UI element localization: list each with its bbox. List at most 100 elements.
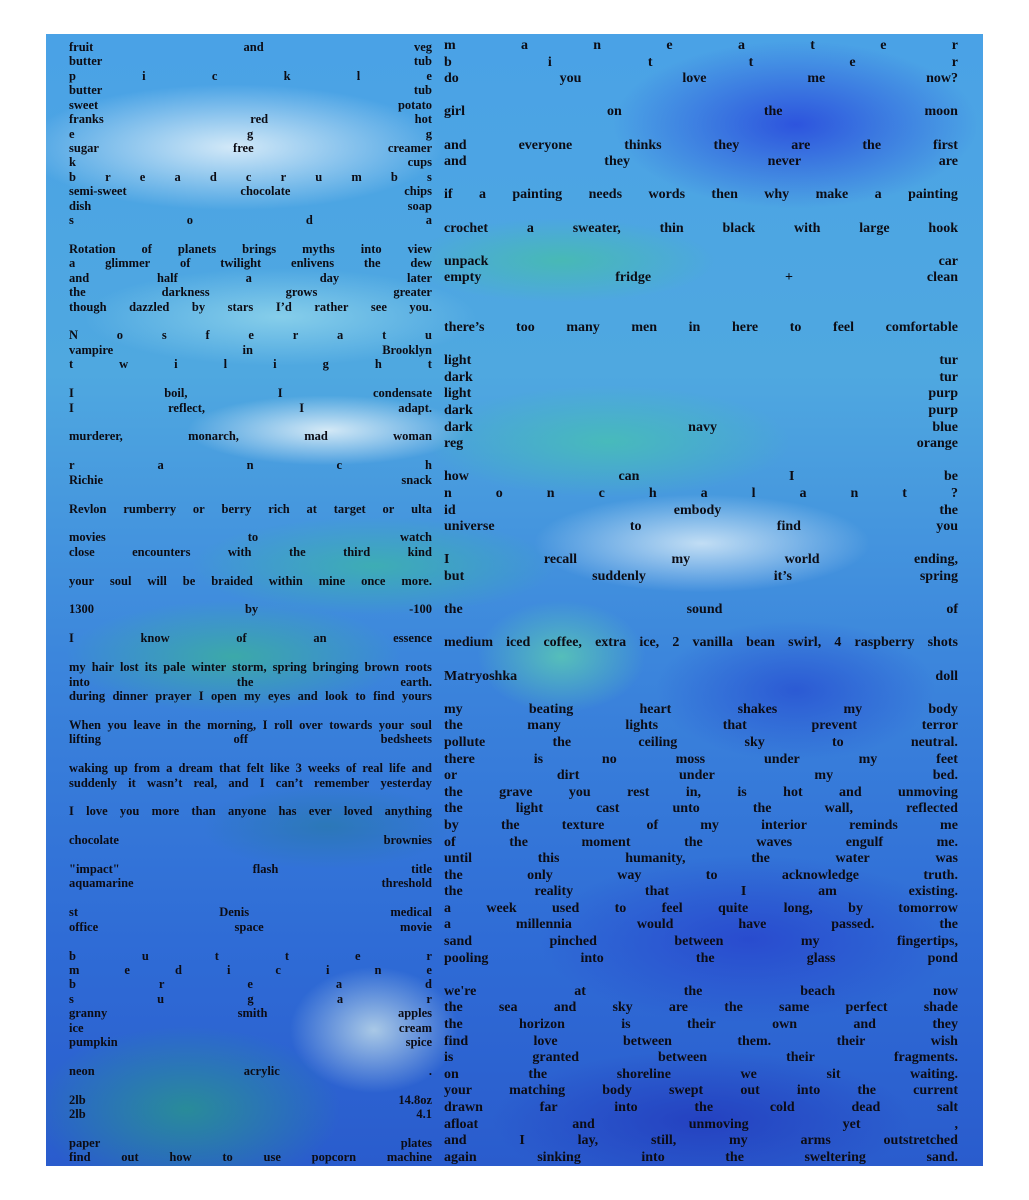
- word: open: [210, 688, 237, 703]
- poem-line: light tur: [444, 353, 958, 370]
- word: red: [250, 112, 269, 127]
- word: outstretched: [883, 1133, 958, 1149]
- word: a: [337, 328, 344, 343]
- word: medium: [444, 635, 493, 651]
- word: during: [69, 688, 106, 703]
- word: by: [848, 900, 863, 916]
- word: tub: [413, 83, 432, 98]
- word: unto: [672, 801, 700, 817]
- word: is: [444, 1050, 454, 1066]
- word: to: [705, 867, 718, 883]
- word: find: [776, 519, 801, 535]
- word: make: [815, 187, 849, 203]
- word: their: [786, 1050, 815, 1066]
- word: reflected: [906, 801, 958, 817]
- word: i: [142, 68, 146, 83]
- word: of: [946, 602, 958, 618]
- word: movie: [400, 919, 432, 934]
- word: Revlon: [69, 501, 107, 516]
- word: machine: [386, 1150, 432, 1165]
- word: engulf: [845, 834, 884, 850]
- word: more: [151, 804, 180, 819]
- left-text-column: fruit and veg butter tub p i c k l e butter tub sweet…: [69, 40, 432, 1165]
- poem-line: my beating heart shakes my body: [444, 702, 958, 719]
- blank-line: [444, 204, 958, 221]
- word: same: [779, 1000, 810, 1016]
- word: sugar: [69, 140, 99, 155]
- word: or: [382, 501, 395, 516]
- word: on: [444, 1066, 459, 1082]
- blank-line: [69, 372, 432, 386]
- word: neutral.: [910, 734, 958, 750]
- word: passed.: [831, 917, 875, 933]
- word: purp: [928, 403, 958, 419]
- blank-line: [69, 891, 432, 905]
- poem-line: afloat and unmoving yet,: [444, 1117, 958, 1134]
- word: over: [299, 717, 323, 732]
- word: fridge: [615, 270, 652, 286]
- word: though: [69, 299, 107, 314]
- word: I: [69, 400, 74, 415]
- poem-line: semi-sweet chocolate chips: [69, 184, 432, 198]
- word: ,: [954, 1116, 958, 1132]
- word: s: [426, 169, 432, 184]
- blank-line: [444, 304, 958, 321]
- word: the: [752, 801, 772, 817]
- word: unpack: [444, 253, 489, 269]
- word: the: [684, 834, 703, 850]
- word: franks: [69, 112, 104, 127]
- word: into: [360, 241, 382, 256]
- word: rather: [314, 299, 349, 314]
- blank-line: [69, 516, 432, 530]
- poem-line: the horizon is their own and they: [444, 1017, 958, 1034]
- word: reminds: [849, 817, 898, 833]
- word: my: [729, 1133, 748, 1149]
- word: love: [86, 804, 108, 819]
- word: chips: [404, 184, 432, 199]
- word: my: [700, 817, 719, 833]
- word: I’d: [275, 299, 292, 314]
- poem-line: if a painting needs words then why make a paintin…: [444, 187, 958, 204]
- poem-line: your soul will be braided within mine once more.: [69, 574, 432, 588]
- word: we're: [444, 983, 477, 999]
- word: doll: [935, 668, 958, 684]
- word: r: [426, 948, 432, 963]
- blank-line: [69, 934, 432, 948]
- word: into: [580, 950, 604, 966]
- word: sand.: [926, 1149, 958, 1165]
- word: we: [740, 1066, 757, 1082]
- word: in: [167, 717, 178, 732]
- blank-line: [69, 819, 432, 833]
- blank-line: [444, 171, 958, 188]
- word: cream: [398, 1020, 432, 1035]
- word: u: [425, 328, 432, 343]
- poem-line: chocolate brownies: [69, 833, 432, 847]
- word: is: [737, 784, 747, 800]
- word: they: [932, 1017, 958, 1033]
- word: between: [622, 1033, 672, 1049]
- word: the: [552, 734, 572, 750]
- word: 2: [672, 635, 680, 651]
- word: far: [539, 1100, 558, 1115]
- word: the: [444, 867, 463, 883]
- word: hot: [783, 784, 803, 800]
- word: long,: [783, 900, 813, 916]
- word: c: [336, 458, 343, 473]
- word: find: [444, 1033, 469, 1049]
- poem-line: id embody the: [444, 503, 958, 520]
- word: still,: [650, 1133, 677, 1149]
- word: 2lb: [69, 1092, 86, 1107]
- word: am: [818, 884, 837, 900]
- word: semi-sweet: [69, 184, 127, 199]
- word: you: [107, 717, 127, 732]
- word: a: [737, 38, 745, 53]
- word: real: [362, 761, 383, 776]
- word: reflect,: [168, 400, 205, 415]
- word: them.: [737, 1033, 772, 1049]
